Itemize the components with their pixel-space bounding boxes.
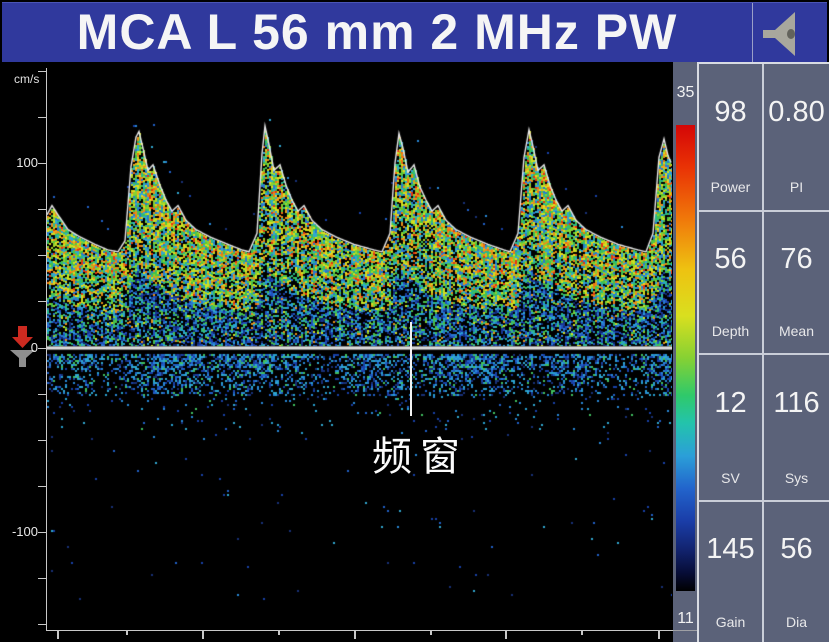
panel-value-pi: 0.80 xyxy=(768,96,825,129)
title-bar: MCA L 56 mm 2 MHz PW xyxy=(2,2,827,63)
panel-value-sv: 12 xyxy=(714,386,747,419)
y-axis-line xyxy=(46,68,47,630)
x-axis-minor-tick xyxy=(278,631,280,635)
y-axis-tick xyxy=(38,578,46,579)
panel-label-mean: Mean xyxy=(778,322,815,339)
panel-label-gain: Gain xyxy=(715,613,746,630)
colorbar-min-label: 11 xyxy=(677,610,694,627)
panel-label-dia: Dia xyxy=(785,613,807,630)
y-axis-tick xyxy=(38,486,46,487)
panel-cell-sys[interactable]: 116 Sys xyxy=(764,355,829,502)
panel-value-dia: 56 xyxy=(780,533,813,566)
x-axis-major-tick xyxy=(658,631,660,639)
parameter-panel: 98 Power 0.80 PI 56 Depth 76 Mean 12 SV 116 Sys 145 G… xyxy=(697,62,829,642)
speaker-icon[interactable] xyxy=(760,9,806,59)
colorbar-axis-line xyxy=(673,630,698,631)
x-axis-minor-tick xyxy=(126,631,128,635)
panel-value-gain: 145 xyxy=(706,533,755,566)
y-axis-label: -100 xyxy=(11,524,38,539)
panel-label-power: Power xyxy=(710,179,751,196)
y-axis-tick xyxy=(38,440,46,441)
titlebar-divider xyxy=(752,3,753,63)
doppler-spectrogram xyxy=(47,63,672,629)
panel-label-pi: PI xyxy=(789,179,804,196)
panel-label-depth: Depth xyxy=(711,322,750,339)
y-axis-tick xyxy=(38,624,46,625)
panel-label-sv: SV xyxy=(721,469,740,486)
y-axis-tick xyxy=(38,348,46,349)
y-axis-tick xyxy=(38,209,46,210)
panel-value-depth: 56 xyxy=(714,243,747,276)
x-axis-major-tick xyxy=(505,631,507,639)
y-axis-label: 100 xyxy=(16,155,38,170)
panel-cell-depth[interactable]: 56 Depth xyxy=(699,212,764,355)
y-axis-unit: cm/s xyxy=(14,72,40,86)
baseline-arrow-icon[interactable] xyxy=(9,326,36,368)
y-axis-tick xyxy=(38,163,46,164)
x-axis-minor-tick xyxy=(581,631,583,635)
panel-cell-dia[interactable]: 56 Dia xyxy=(764,502,829,642)
y-axis-tick xyxy=(38,394,46,395)
annotation-label: 频窗 xyxy=(372,434,468,480)
x-axis-major-tick xyxy=(202,631,204,639)
annotation-line xyxy=(410,322,412,416)
colorbar-column: 35 11 xyxy=(673,62,698,642)
y-axis-tick xyxy=(38,117,46,118)
panel-label-sys: Sys xyxy=(784,469,809,486)
panel-cell-pi[interactable]: 0.80 PI xyxy=(764,64,829,212)
y-axis-tick xyxy=(38,532,46,533)
exam-title: MCA L 56 mm 2 MHz PW xyxy=(76,4,678,60)
panel-cell-gain[interactable]: 145 Gain xyxy=(699,502,764,642)
panel-value-mean: 76 xyxy=(780,243,813,276)
y-axis-label: 0 xyxy=(30,340,38,355)
panel-value-power: 98 xyxy=(714,96,747,129)
x-axis-line xyxy=(46,630,673,631)
panel-cell-mean[interactable]: 76 Mean xyxy=(764,212,829,355)
y-axis-tick xyxy=(38,255,46,256)
y-axis-tick xyxy=(38,71,46,72)
panel-cell-sv[interactable]: 12 SV xyxy=(699,355,764,502)
spectral-display: cm/s 频窗 100 0 -100 xyxy=(0,62,673,642)
x-axis-minor-tick xyxy=(430,631,432,635)
colorbar-max-label: 35 xyxy=(676,84,695,101)
x-axis-major-tick xyxy=(57,631,59,639)
panel-value-sys: 116 xyxy=(773,386,820,419)
x-axis-major-tick xyxy=(354,631,356,639)
y-axis-tick xyxy=(38,301,46,302)
colorbar-gradient xyxy=(676,125,695,591)
panel-cell-power[interactable]: 98 Power xyxy=(699,64,764,212)
